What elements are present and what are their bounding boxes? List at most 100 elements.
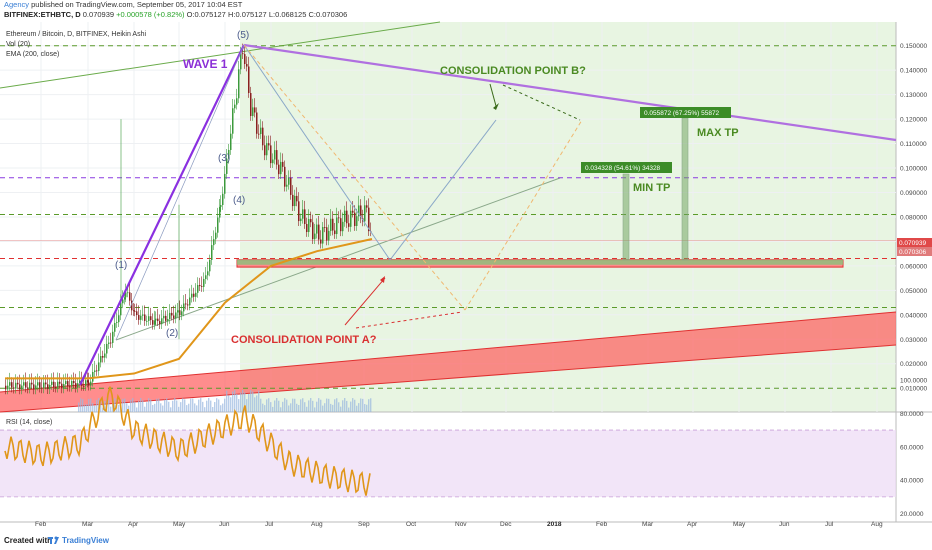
candle-body: [330, 218, 332, 231]
rsi-tick-label: 80.0000: [900, 411, 924, 418]
candle-body: [344, 210, 346, 222]
consolidation-b-label: CONSOLIDATION POINT B?: [440, 65, 586, 77]
price-tick-label: 0.130000: [900, 92, 927, 99]
author-link[interactable]: Agency: [4, 0, 30, 9]
volume-bar: [272, 406, 274, 412]
candle-body: [228, 149, 230, 159]
volume-bar: [90, 398, 92, 412]
candle-body: [354, 212, 356, 227]
candle-body: [55, 387, 57, 388]
price-tick-label: 0.030000: [900, 337, 927, 344]
candle-body: [308, 219, 310, 233]
candle-body: [155, 318, 157, 321]
volume-bar: [214, 402, 216, 412]
candle-body: [358, 205, 360, 217]
price-tick-label: 0.010000: [900, 386, 927, 393]
volume-bar: [130, 399, 132, 412]
candle-body: [240, 53, 242, 70]
last-price: 0.070939: [82, 10, 115, 19]
time-tick-label: Jul: [265, 521, 274, 528]
time-tick-label: Apr: [128, 521, 139, 528]
time-axis[interactable]: Feb Mar Apr May Jun Jul Aug Sep Oct Nov Dec 2018 Feb…: [35, 521, 883, 528]
candle-body: [322, 227, 324, 244]
candle-body: [256, 112, 258, 134]
candle-body: [342, 221, 344, 232]
volume-bar: [234, 390, 236, 412]
tradingview-logo-icon: [48, 536, 59, 544]
time-tick-label: Mar: [82, 521, 94, 528]
symbol-label: BITFINEX:ETHBTC, D: [4, 10, 81, 19]
volume-bar: [244, 392, 246, 412]
time-tick-label: Jul: [825, 521, 834, 528]
volume-bar: [224, 398, 226, 412]
volume-bar: [230, 397, 232, 412]
candle-body: [127, 292, 129, 294]
candle-body: [63, 384, 65, 389]
candle-body: [108, 342, 110, 344]
candle-body: [144, 314, 146, 321]
volume-bar: [118, 404, 120, 412]
volume-bar: [312, 400, 314, 412]
volume-bar: [218, 399, 220, 412]
candle-body: [236, 98, 238, 105]
candle-body: [19, 384, 21, 390]
tradingview-link[interactable]: TradingView: [62, 536, 109, 545]
volume-bar: [258, 390, 260, 412]
candle-body: [87, 380, 89, 383]
min-tp-box: [581, 162, 672, 173]
candle-body: [102, 356, 104, 358]
candle-body: [312, 222, 314, 240]
candle-body: [242, 53, 244, 55]
candle-body: [124, 297, 126, 300]
candle-body: [169, 312, 171, 320]
legend-ema: EMA (200, close): [6, 51, 59, 58]
candle-body: [272, 159, 274, 164]
time-tick-label: Mar: [642, 521, 654, 528]
candle-body: [211, 245, 213, 260]
candle-body: [154, 320, 156, 325]
candle-body: [67, 381, 69, 387]
volume-bar: [358, 403, 360, 412]
candle-body: [304, 209, 306, 225]
candle-body: [316, 224, 318, 234]
volume-bar: [280, 407, 282, 412]
candle-body: [298, 201, 300, 222]
candles: [5, 43, 372, 395]
candle-body: [9, 382, 11, 386]
candle-body: [334, 230, 336, 235]
candle-body: [133, 310, 135, 312]
volume-bar: [128, 405, 130, 412]
red-channel-top: [0, 311, 897, 393]
candle-body: [260, 127, 262, 135]
candle-body: [254, 107, 256, 113]
candle-body: [65, 381, 67, 385]
volume-bar: [266, 399, 268, 412]
volume-bar: [98, 398, 100, 412]
volume-bar: [228, 395, 230, 412]
consolidation-a-label: CONSOLIDATION POINT A?: [231, 334, 377, 346]
candle-body: [314, 233, 316, 240]
drawings: [79, 43, 897, 386]
candle-body: [230, 133, 232, 150]
time-tick-label: Jun: [219, 521, 230, 528]
volume-bar: [202, 401, 204, 412]
volume-bar: [154, 403, 156, 412]
candle-body: [47, 384, 49, 390]
volume-bar: [168, 401, 170, 412]
volume-bar: [318, 398, 320, 412]
candle-body: [71, 380, 73, 387]
volume-bar: [302, 398, 304, 412]
volume-bar: [268, 398, 270, 412]
candle-body: [324, 227, 326, 228]
volume-bar: [222, 403, 224, 412]
wave-path: [115, 44, 245, 341]
wave1-label: WAVE 1: [183, 57, 228, 71]
candle-body: [193, 293, 195, 297]
volume-bar: [134, 401, 136, 412]
candle-body: [294, 195, 296, 207]
volume-bar: [126, 403, 128, 412]
price-tick-label: 0.140000: [900, 68, 927, 75]
volume-bar: [80, 398, 82, 412]
price-axis[interactable]: 0.010000 0.020000 0.030000 0.040000 0.050000…: [900, 43, 927, 518]
